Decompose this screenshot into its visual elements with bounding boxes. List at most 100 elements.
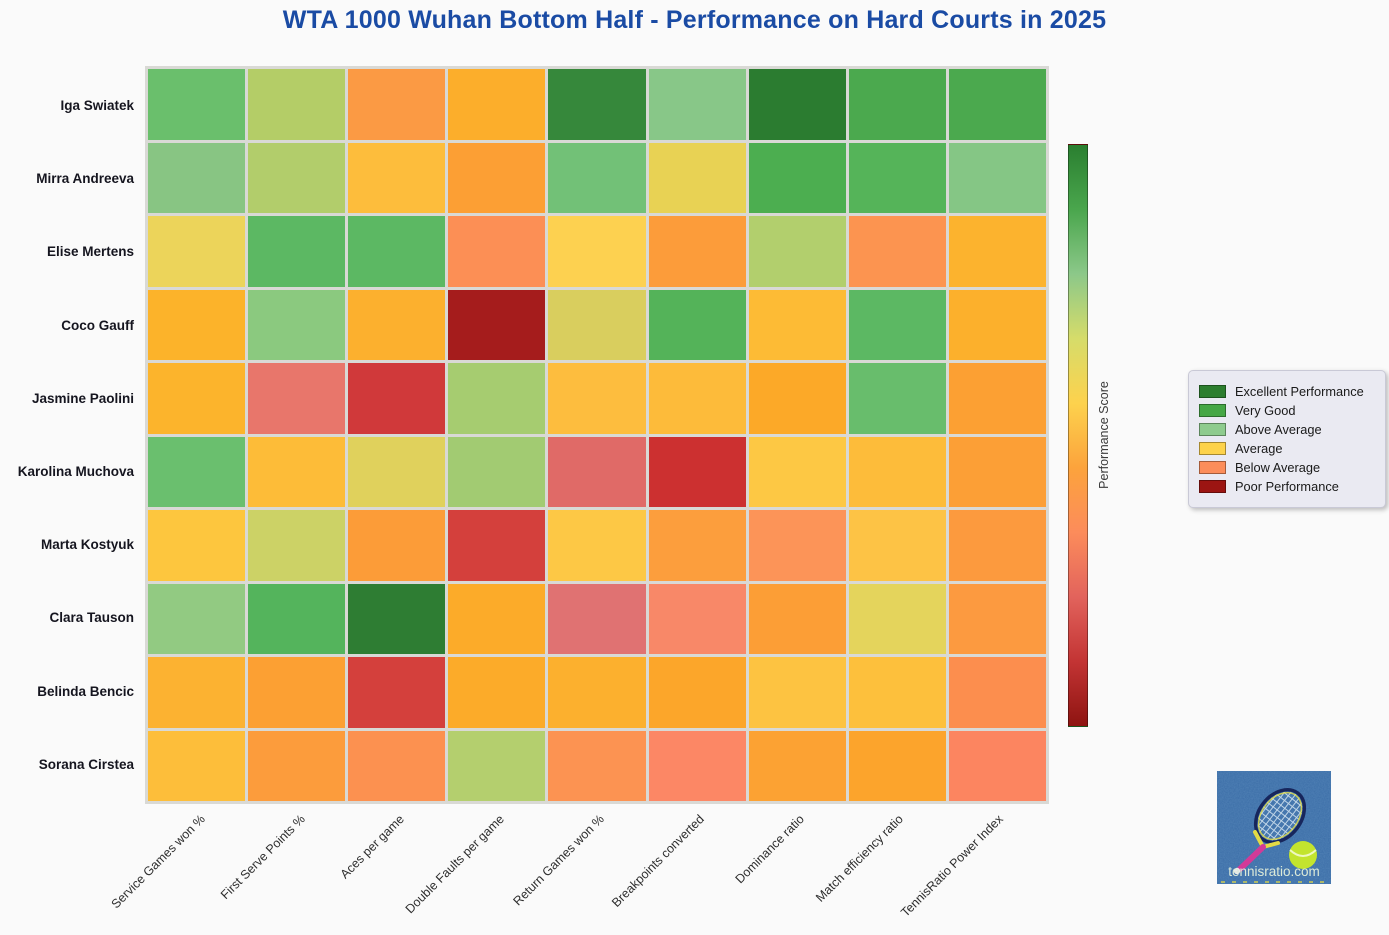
heatmap-cell: [648, 436, 746, 507]
heatmap-cell: [648, 142, 746, 213]
heatmap-cell: [148, 289, 246, 360]
heatmap-cell: [648, 657, 746, 728]
legend-item: Below Average: [1199, 460, 1375, 475]
heatmap-cell: [848, 142, 946, 213]
tennis-ball-icon: [1289, 841, 1317, 869]
col-label: Return Games won %: [510, 812, 607, 909]
col-label: Service Games won %: [108, 812, 208, 912]
heatmap-cell: [548, 730, 646, 801]
tennis-racket-icon: [1233, 788, 1307, 875]
heatmap-cell: [348, 289, 446, 360]
heatmap-cell: [948, 510, 1046, 581]
row-label: Sorana Cirstea: [38, 756, 134, 772]
heatmap-cell: [448, 436, 546, 507]
heatmap-cell: [448, 289, 546, 360]
row-label: Karolina Muchova: [17, 464, 134, 480]
heatmap-cell: [348, 436, 446, 507]
heatmap-cell: [348, 216, 446, 287]
heatmap-cell: [148, 69, 246, 140]
row-label: Mirra Andreeva: [36, 171, 134, 187]
heatmap-cell: [748, 510, 846, 581]
heatmap-cell: [348, 363, 446, 434]
heatmap-cell: [348, 69, 446, 140]
heatmap-cell: [948, 289, 1046, 360]
heatmap-cell: [748, 216, 846, 287]
heatmap-cell: [648, 216, 746, 287]
legend-items: Excellent Performance Very Good Above Aver…: [1199, 384, 1375, 494]
heatmap-cell: [748, 657, 846, 728]
legend-swatch: [1199, 480, 1226, 493]
heatmap-cell: [448, 583, 546, 654]
heatmap-cell: [248, 69, 346, 140]
heatmap-cell: [748, 730, 846, 801]
logo: tennisratio.com: [1217, 771, 1331, 884]
heatmap-cell: [948, 363, 1046, 434]
heatmap-cell: [248, 436, 346, 507]
legend-item: Average: [1199, 441, 1375, 456]
heatmap-cell: [748, 583, 846, 654]
colorbar: [1068, 144, 1088, 727]
heatmap-cell: [248, 657, 346, 728]
heatmap-cell: [748, 69, 846, 140]
heatmap-cell: [248, 730, 346, 801]
legend-swatch: [1199, 442, 1226, 455]
row-labels: Iga Swiatek Mirra Andreeva Elise Mertens Co…: [0, 69, 141, 801]
heatmap-cell: [548, 142, 646, 213]
col-label: Breakpoints converted: [608, 812, 707, 910]
heatmap-cell: [648, 363, 746, 434]
legend-label: Very Good: [1235, 403, 1296, 418]
heatmap-cell: [848, 730, 946, 801]
heatmap-cell: [548, 216, 646, 287]
heatmap-cell: [848, 657, 946, 728]
row-label: Coco Gauff: [61, 317, 134, 333]
heatmap-cell: [548, 510, 646, 581]
heatmap-cell: [348, 657, 446, 728]
heatmap-cell: [148, 730, 246, 801]
col-label: Match efficiency ratio: [813, 812, 907, 905]
heatmap-cell: [148, 436, 246, 507]
heatmap-cell: [548, 69, 646, 140]
heatmap-cell: [648, 289, 746, 360]
heatmap-cell: [648, 730, 746, 801]
col-label: TennisRatio Power Index: [898, 812, 1007, 920]
row-label: Elise Mertens: [46, 244, 134, 260]
heatmap-cell: [448, 69, 546, 140]
heatmap-cell: [748, 142, 846, 213]
heatmap-cell: [948, 657, 1046, 728]
heatmap-cell: [448, 142, 546, 213]
legend-label: Below Average: [1235, 460, 1321, 475]
heatmap-cell: [648, 69, 746, 140]
legend-item: Above Average: [1199, 422, 1375, 437]
legend-item: Poor Performance: [1199, 479, 1375, 494]
heatmap-cell: [748, 289, 846, 360]
heatmap-cell: [948, 583, 1046, 654]
heatmap-cell: [148, 363, 246, 434]
row-label: Clara Tauson: [49, 610, 134, 626]
heatmap-cell: [648, 510, 746, 581]
legend-label: Above Average: [1235, 422, 1322, 437]
heatmap-cell: [248, 510, 346, 581]
heatmap-cell: [148, 216, 246, 287]
colorbar-label: Performance Score: [1097, 381, 1111, 489]
heatmap-cell: [348, 730, 446, 801]
heatmap-cell: [848, 583, 946, 654]
heatmap-cell: [448, 730, 546, 801]
heatmap-cell: [548, 289, 646, 360]
heatmap-cell: [648, 583, 746, 654]
heatmap-cell: [248, 216, 346, 287]
tennis-racket-strings-icon: [1250, 786, 1310, 847]
heatmap-cell: [948, 730, 1046, 801]
heatmap-cell: [748, 436, 846, 507]
heatmap-cell: [548, 657, 646, 728]
heatmap-cell: [948, 436, 1046, 507]
tennisratio-logo: tennisratio.com: [1217, 771, 1331, 884]
col-label: First Serve Points %: [217, 812, 308, 902]
heatmap-cell: [448, 363, 546, 434]
legend-swatch: [1199, 404, 1226, 417]
logo-text: tennisratio.com: [1228, 864, 1320, 879]
legend-swatch: [1199, 461, 1226, 474]
heatmap-cell: [948, 216, 1046, 287]
col-label: Double Faults per game: [402, 812, 508, 917]
heatmap-cell: [148, 142, 246, 213]
heatmap-cell: [848, 69, 946, 140]
